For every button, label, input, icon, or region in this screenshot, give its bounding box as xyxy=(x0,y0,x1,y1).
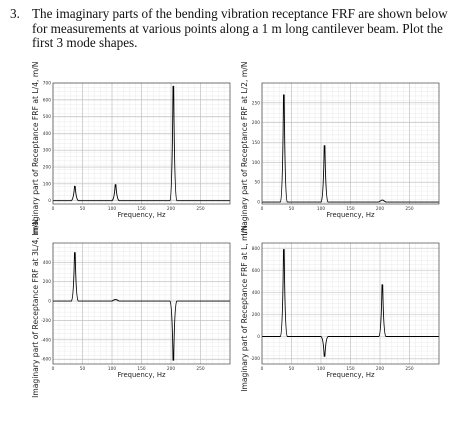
frf-curve xyxy=(262,94,439,203)
plot-frame xyxy=(52,82,231,205)
chart-panel-1: 0 50 100 150 200 250 0 100 200 300 400 500 600 700 Fre… xyxy=(31,62,231,236)
y-tick-label: 600 xyxy=(43,97,51,103)
question: 3. The imaginary parts of the bending vi… xyxy=(10,6,465,51)
frf-curve xyxy=(53,252,230,361)
y-tick-label: 0 xyxy=(257,200,260,206)
x-tick-label: 0 xyxy=(261,206,264,212)
y-tick-label: -200 xyxy=(250,356,260,362)
frf-curve xyxy=(262,249,439,357)
y-tick-label: -200 xyxy=(41,318,51,324)
plot-frame xyxy=(261,82,440,205)
y-tick-label: 200 xyxy=(43,165,51,171)
y-tick-label: 100 xyxy=(43,181,51,187)
x-tick-label: 150 xyxy=(137,206,145,212)
y-axis-label: Imaginary part of Receptance FRF at L/2,… xyxy=(240,62,249,236)
x-tick-label: 250 xyxy=(405,366,413,372)
x-tick-label: 100 xyxy=(317,206,325,212)
y-tick-label: -600 xyxy=(41,357,51,363)
y-tick-label: 700 xyxy=(43,81,51,87)
y-tick-label: 400 xyxy=(43,260,51,266)
plot-frame xyxy=(52,242,231,365)
x-tick-label: 250 xyxy=(196,206,204,212)
y-axis-label: Imaginary part of Receptance FRF at L/4,… xyxy=(31,62,40,236)
plot-frame xyxy=(261,242,440,365)
x-axis-label: Frequency, Hz xyxy=(326,211,375,219)
x-tick-label: 200 xyxy=(167,366,175,372)
y-axis-label: Imaginary part of Receptance FRF at 3L/4… xyxy=(31,219,40,398)
x-tick-label: 0 xyxy=(52,206,55,212)
y-axis-label: Imaginary part of Receptance FRF at L, m… xyxy=(240,225,249,392)
y-tick-label: -400 xyxy=(41,337,51,343)
x-tick-label: 150 xyxy=(346,366,354,372)
x-tick-label: 100 xyxy=(108,366,116,372)
y-tick-label: 250 xyxy=(252,100,260,106)
chart-panel-2: 0 50 100 150 200 250 0 50 100 150 200 250 Frequency,… xyxy=(240,62,440,236)
x-tick-label: 50 xyxy=(289,366,295,372)
x-tick-label: 50 xyxy=(80,206,86,212)
x-tick-label: 0 xyxy=(52,366,55,372)
question-text: The imaginary parts of the bending vibra… xyxy=(32,6,448,50)
y-tick-label: 0 xyxy=(48,198,51,204)
y-tick-label: 0 xyxy=(48,299,51,305)
y-tick-label: 600 xyxy=(252,268,260,274)
y-tick-label: 0 xyxy=(257,334,260,340)
x-tick-label: 200 xyxy=(167,206,175,212)
y-tick-label: 400 xyxy=(43,131,51,137)
x-tick-label: 250 xyxy=(405,206,413,212)
y-tick-label: 400 xyxy=(252,290,260,296)
x-axis-label: Frequency, Hz xyxy=(326,371,375,379)
chart-panel-3: 0 50 100 150 200 250 -600 -400 -200 0 200 400 Freque… xyxy=(31,219,231,398)
x-axis-label: Frequency, Hz xyxy=(117,371,166,379)
x-tick-label: 0 xyxy=(261,366,264,372)
x-tick-label: 100 xyxy=(108,206,116,212)
y-tick-label: 200 xyxy=(252,120,260,126)
x-axis-label: Frequency, Hz xyxy=(117,211,166,219)
x-tick-label: 50 xyxy=(289,206,295,212)
y-tick-label: 800 xyxy=(252,246,260,252)
x-tick-label: 250 xyxy=(196,366,204,372)
y-tick-label: 300 xyxy=(43,148,51,154)
frf-curve xyxy=(53,85,230,202)
x-tick-label: 50 xyxy=(80,366,86,372)
y-tick-label: 50 xyxy=(255,180,261,186)
x-tick-label: 200 xyxy=(376,206,384,212)
y-tick-label: 150 xyxy=(252,140,260,146)
y-tick-label: 100 xyxy=(252,160,260,166)
y-tick-label: 200 xyxy=(252,312,260,318)
y-tick-label: 500 xyxy=(43,114,51,120)
x-tick-label: 100 xyxy=(317,366,325,372)
x-tick-label: 200 xyxy=(376,366,384,372)
y-tick-label: 200 xyxy=(43,279,51,285)
x-tick-label: 150 xyxy=(346,206,354,212)
chart-panel-4: 0 50 100 150 200 250-2000200400600800Frequenc… xyxy=(240,225,440,392)
question-number: 3. xyxy=(10,6,20,21)
x-tick-label: 150 xyxy=(137,366,145,372)
